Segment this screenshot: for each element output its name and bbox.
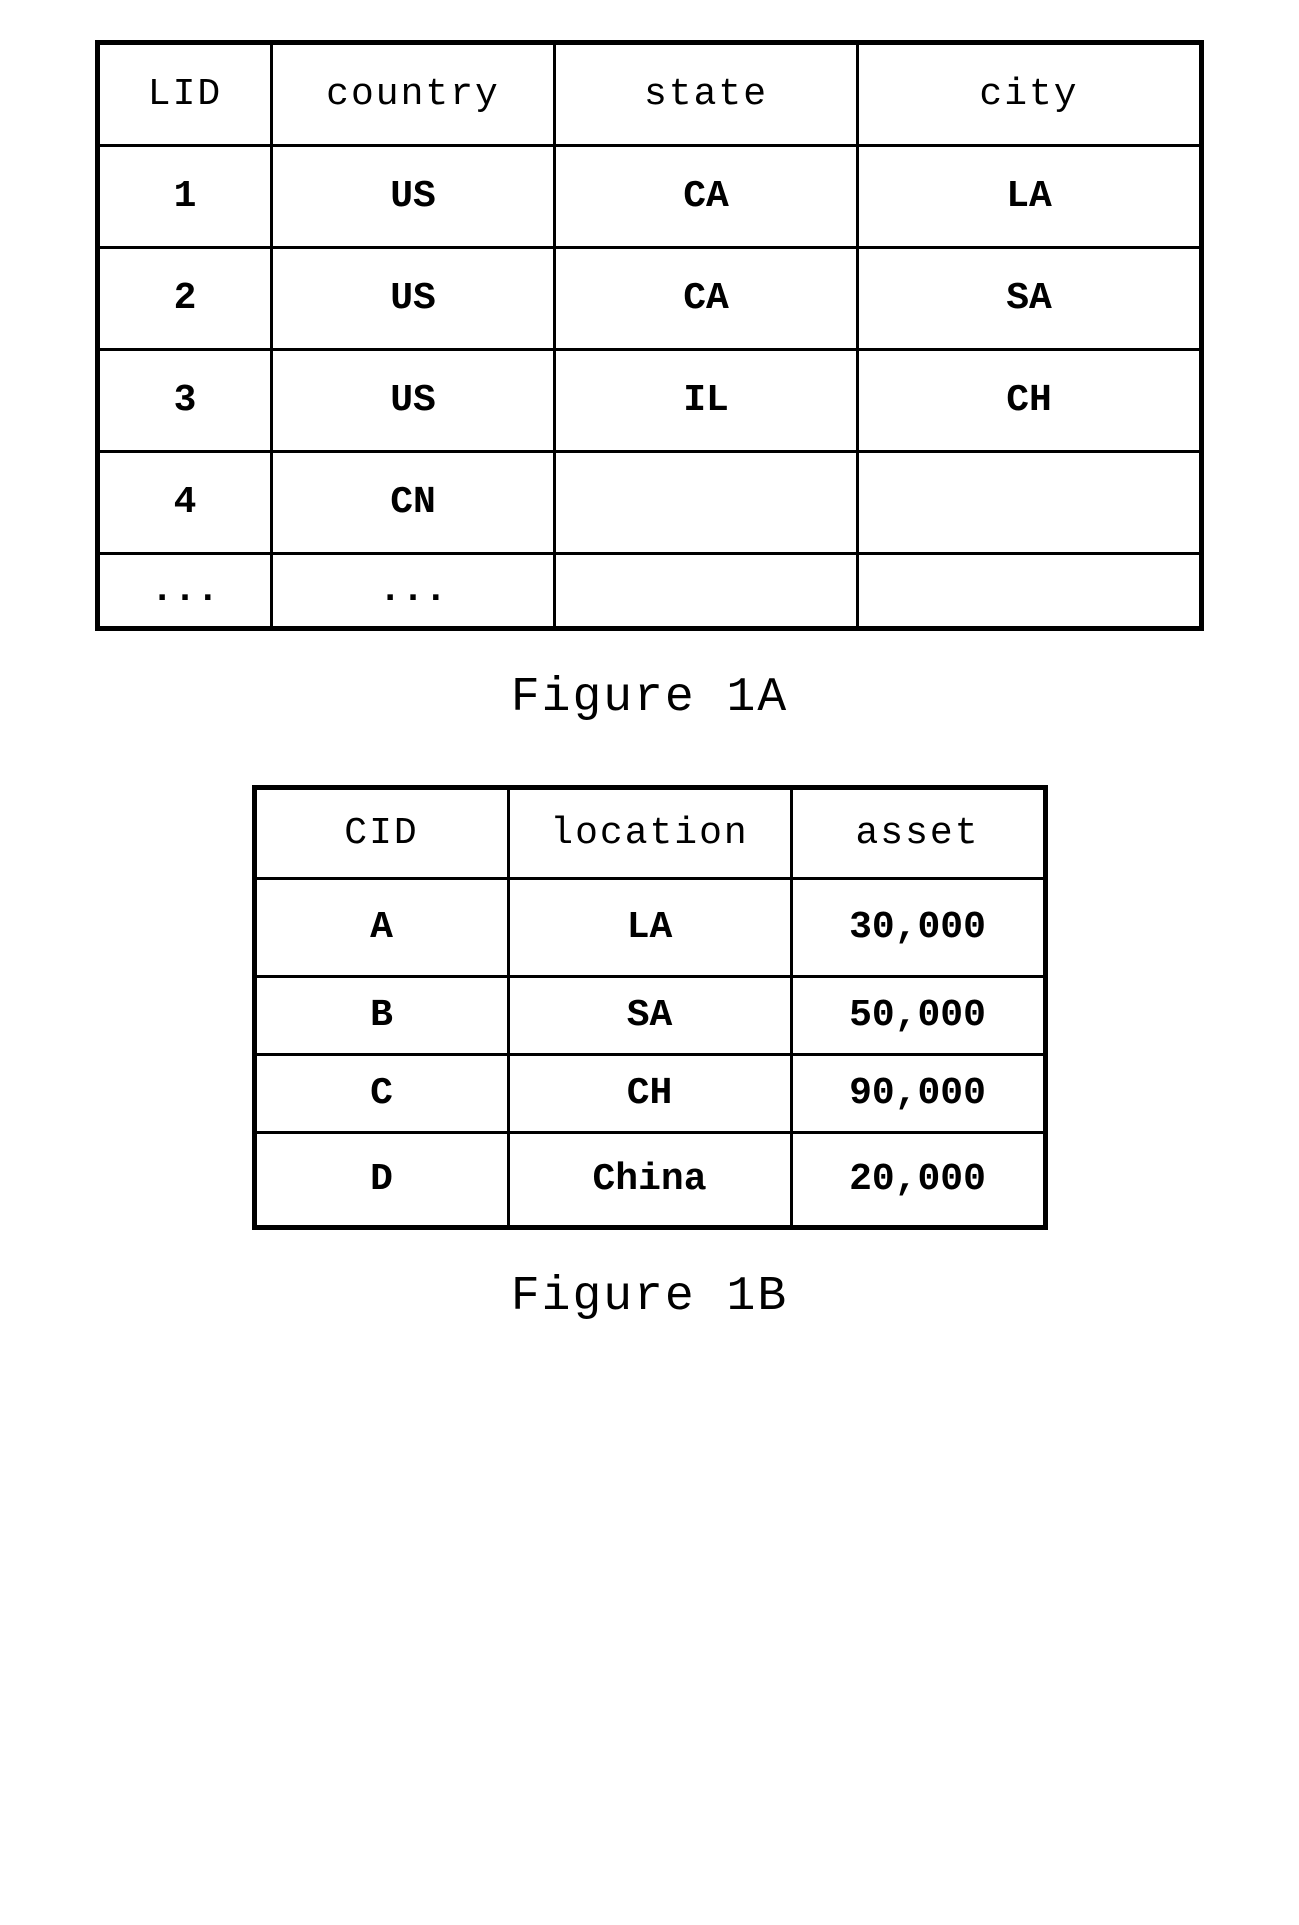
cell-state: CA [555,248,858,350]
cell-city [858,452,1202,554]
cell-country: ... [272,554,555,629]
table-row: C CH 90,000 [254,1055,1045,1133]
cell-location: LA [508,879,791,977]
table-1a: LID country state city 1 US CA LA 2 US C… [95,40,1204,631]
cell-country: US [272,248,555,350]
table-1a-header-lid: LID [98,43,272,146]
cell-cid: B [254,977,508,1055]
cell-lid: 4 [98,452,272,554]
cell-city: LA [858,146,1202,248]
cell-country: US [272,350,555,452]
table-row: 4 CN [98,452,1202,554]
table-1a-header-state: state [555,43,858,146]
figure-1b-caption: Figure 1B [30,1270,1269,1324]
figure-1b-block: CID location asset A LA 30,000 B SA 50,0… [30,785,1269,1324]
cell-state [555,554,858,629]
cell-country: US [272,146,555,248]
cell-lid: 2 [98,248,272,350]
table-1a-header-city: city [858,43,1202,146]
table-row: 2 US CA SA [98,248,1202,350]
cell-lid: ... [98,554,272,629]
cell-lid: 1 [98,146,272,248]
cell-state: CA [555,146,858,248]
table-row: 1 US CA LA [98,146,1202,248]
cell-asset: 20,000 [791,1133,1045,1228]
cell-cid: C [254,1055,508,1133]
cell-country: CN [272,452,555,554]
cell-location: SA [508,977,791,1055]
cell-location: CH [508,1055,791,1133]
table-1b-header-row: CID location asset [254,788,1045,879]
cell-city: CH [858,350,1202,452]
table-1b: CID location asset A LA 30,000 B SA 50,0… [252,785,1048,1230]
table-1b-header-cid: CID [254,788,508,879]
table-1b-header-location: location [508,788,791,879]
table-1b-header-asset: asset [791,788,1045,879]
table-row: A LA 30,000 [254,879,1045,977]
cell-cid: D [254,1133,508,1228]
table-1a-header-row: LID country state city [98,43,1202,146]
cell-asset: 50,000 [791,977,1045,1055]
table-row: D China 20,000 [254,1133,1045,1228]
cell-lid: 3 [98,350,272,452]
cell-asset: 90,000 [791,1055,1045,1133]
table-row: 3 US IL CH [98,350,1202,452]
table-row-ellipsis: ... ... [98,554,1202,629]
table-1a-header-country: country [272,43,555,146]
cell-location: China [508,1133,791,1228]
cell-state [555,452,858,554]
figure-1a-block: LID country state city 1 US CA LA 2 US C… [30,40,1269,725]
figure-1a-caption: Figure 1A [30,671,1269,725]
table-row: B SA 50,000 [254,977,1045,1055]
cell-city [858,554,1202,629]
cell-state: IL [555,350,858,452]
cell-asset: 30,000 [791,879,1045,977]
cell-cid: A [254,879,508,977]
cell-city: SA [858,248,1202,350]
